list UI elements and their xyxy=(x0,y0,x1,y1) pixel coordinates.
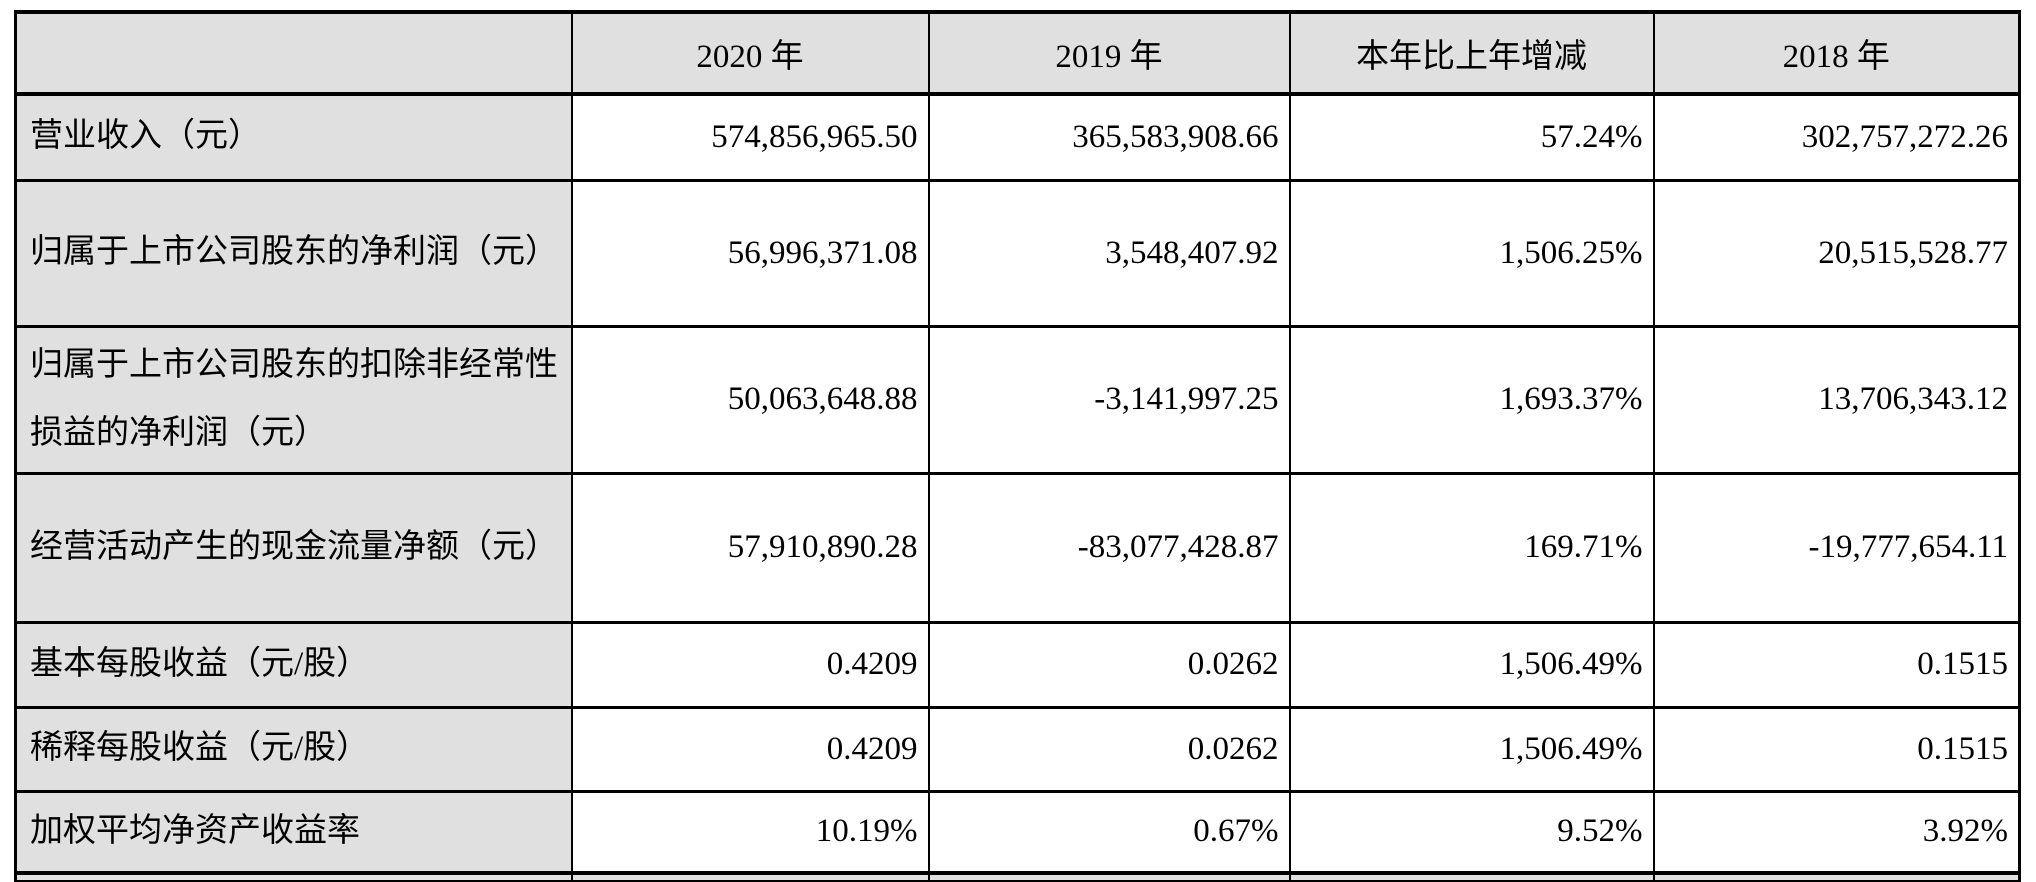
header-cell-2020: 2020 年 xyxy=(570,10,930,96)
cell-value: 57,910,890.28 xyxy=(570,471,930,624)
table-row-basic-eps: 基本每股收益（元/股） 0.4209 0.0262 1,506.49% 0.15… xyxy=(14,620,2021,709)
cell-value: 9.52% xyxy=(1288,789,1655,875)
cell-value: 56,996,371.08 xyxy=(570,178,930,328)
cell-value: -3,141,997.25 xyxy=(927,324,1291,475)
cell-value: 10.19% xyxy=(570,789,930,875)
table-row-partial-clipped xyxy=(14,871,2021,882)
cell-value: 57.24% xyxy=(1288,92,1655,182)
row-label: 归属于上市公司股东的扣除非经常性损益的净利润（元） xyxy=(14,324,573,475)
cell-partial xyxy=(1288,871,1655,882)
cell-value: 169.71% xyxy=(1288,471,1655,624)
cell-value: 1,693.37% xyxy=(1288,324,1655,475)
cell-value: 3,548,407.92 xyxy=(927,178,1291,328)
cell-value: 0.4209 xyxy=(570,620,930,709)
cell-value: 1,506.49% xyxy=(1288,620,1655,709)
row-label: 经营活动产生的现金流量净额（元） xyxy=(14,471,573,624)
header-row: 2020 年 2019 年 本年比上年增减 2018 年 xyxy=(14,10,2021,96)
header-cell-2018: 2018 年 xyxy=(1652,10,2021,96)
cell-value: 574,856,965.50 xyxy=(570,92,930,182)
row-label: 基本每股收益（元/股） xyxy=(14,620,573,709)
cell-value: 0.0262 xyxy=(927,620,1291,709)
table-row-diluted-eps: 稀释每股收益（元/股） 0.4209 0.0262 1,506.49% 0.15… xyxy=(14,705,2021,793)
cell-value: 365,583,908.66 xyxy=(927,92,1291,182)
cell-partial xyxy=(1652,871,2021,882)
cell-value: 3.92% xyxy=(1652,789,2021,875)
cell-partial xyxy=(14,871,573,882)
cell-value: -83,077,428.87 xyxy=(927,471,1291,624)
cell-value: 20,515,528.77 xyxy=(1652,178,2021,328)
cell-value: 0.1515 xyxy=(1652,705,2021,793)
table-row-operating-cash-flow: 经营活动产生的现金流量净额（元） 57,910,890.28 -83,077,4… xyxy=(14,471,2021,624)
table-row-net-profit-excl-nonrecurring: 归属于上市公司股东的扣除非经常性损益的净利润（元） 50,063,648.88 … xyxy=(14,324,2021,475)
cell-value: 0.67% xyxy=(927,789,1291,875)
row-label: 营业收入（元） xyxy=(14,92,573,182)
cell-value: 0.4209 xyxy=(570,705,930,793)
table-row-operating-revenue: 营业收入（元） 574,856,965.50 365,583,908.66 57… xyxy=(14,92,2021,182)
cell-value: 13,706,343.12 xyxy=(1652,324,2021,475)
header-cell-2019: 2019 年 xyxy=(927,10,1291,96)
cell-value: 1,506.25% xyxy=(1288,178,1655,328)
row-label: 加权平均净资产收益率 xyxy=(14,789,573,875)
table-row-weighted-avg-roe: 加权平均净资产收益率 10.19% 0.67% 9.52% 3.92% xyxy=(14,789,2021,875)
cell-partial xyxy=(927,871,1291,882)
cell-value: 1,506.49% xyxy=(1288,705,1655,793)
financial-summary-table: 2020 年 2019 年 本年比上年增减 2018 年 营业收入（元） 574… xyxy=(14,10,2021,882)
row-label: 稀释每股收益（元/股） xyxy=(14,705,573,793)
header-cell-blank xyxy=(14,10,573,96)
cell-value: 302,757,272.26 xyxy=(1652,92,2021,182)
row-label: 归属于上市公司股东的净利润（元） xyxy=(14,178,573,328)
cell-value: -19,777,654.11 xyxy=(1652,471,2021,624)
cell-value: 0.0262 xyxy=(927,705,1291,793)
cell-value: 50,063,648.88 xyxy=(570,324,930,475)
header-cell-yoy-change: 本年比上年增减 xyxy=(1288,10,1655,96)
table-row-net-profit: 归属于上市公司股东的净利润（元） 56,996,371.08 3,548,407… xyxy=(14,178,2021,328)
cell-value: 0.1515 xyxy=(1652,620,2021,709)
cell-partial xyxy=(570,871,930,882)
document-page: 2020 年 2019 年 本年比上年增减 2018 年 营业收入（元） 574… xyxy=(0,10,2036,882)
